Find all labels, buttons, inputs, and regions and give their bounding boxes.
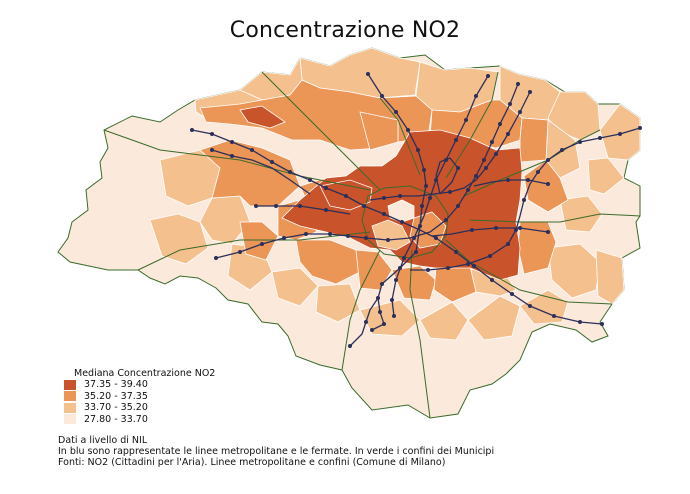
legend-label: 27.80 - 33.70 bbox=[84, 413, 148, 425]
legend-swatch bbox=[64, 379, 76, 390]
map-notes: Dati a livello di NIL In blu sono rappre… bbox=[58, 435, 494, 468]
metro-stops bbox=[190, 72, 642, 348]
legend-item: 37.35 - 39.40 bbox=[64, 379, 215, 391]
note-metro-description: In blu sono rappresentate le linee metro… bbox=[58, 446, 495, 457]
note-data-level: Dati a livello di NIL bbox=[58, 435, 148, 446]
legend-items: 37.35 - 39.40 35.20 - 37.35 33.70 - 35.20 2… bbox=[64, 379, 215, 425]
class-35-37-areas bbox=[199, 79, 569, 303]
legend-swatch bbox=[64, 391, 76, 402]
legend-label: 37.35 - 39.40 bbox=[84, 379, 148, 391]
legend-title: Mediana Concentrazione NO2 bbox=[74, 368, 216, 379]
legend-swatch bbox=[64, 402, 76, 413]
legend-item: 35.20 - 37.35 bbox=[64, 391, 215, 403]
legend-item: 27.80 - 33.70 bbox=[64, 414, 215, 426]
class-33-35-areas bbox=[149, 47, 641, 341]
legend-label: 33.70 - 35.20 bbox=[84, 402, 148, 414]
legend-label: 35.20 - 37.35 bbox=[84, 390, 148, 402]
map-title: Concentrazione NO2 bbox=[229, 18, 461, 43]
legend-swatch bbox=[64, 414, 76, 425]
legend-item: 33.70 - 35.20 bbox=[64, 402, 215, 414]
note-sources: Fonti: NO2 (Cittadini per l'Aria). Linee… bbox=[58, 457, 446, 468]
map-legend: Mediana Concentrazione NO2 37.35 - 39.40… bbox=[64, 368, 215, 425]
